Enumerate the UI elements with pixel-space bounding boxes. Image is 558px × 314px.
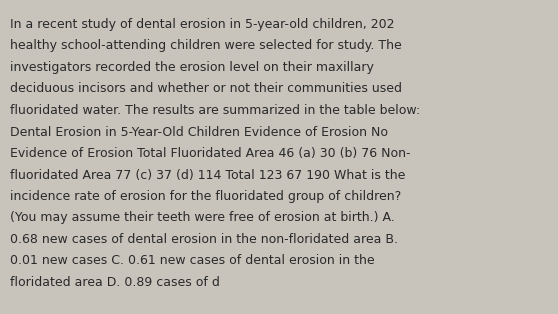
Text: In a recent study of dental erosion in 5-year-old children, 202: In a recent study of dental erosion in 5… [10, 18, 395, 31]
Text: investigators recorded the erosion level on their maxillary: investigators recorded the erosion level… [10, 61, 374, 74]
Text: 0.01 new cases C. 0.61 new cases of dental erosion in the: 0.01 new cases C. 0.61 new cases of dent… [10, 255, 374, 268]
Text: fluoridated Area 77 (c) 37 (d) 114 Total 123 67 190 What is the: fluoridated Area 77 (c) 37 (d) 114 Total… [10, 169, 405, 181]
Text: healthy school-attending children were selected for study. The: healthy school-attending children were s… [10, 40, 402, 52]
Text: floridated area D. 0.89 cases of d: floridated area D. 0.89 cases of d [10, 276, 220, 289]
Text: (You may assume their teeth were free of erosion at birth.) A.: (You may assume their teeth were free of… [10, 212, 395, 225]
Text: incidence rate of erosion for the fluoridated group of children?: incidence rate of erosion for the fluori… [10, 190, 401, 203]
Text: Evidence of Erosion Total Fluoridated Area 46 (a) 30 (b) 76 Non-: Evidence of Erosion Total Fluoridated Ar… [10, 147, 411, 160]
Text: 0.68 new cases of dental erosion in the non-floridated area B.: 0.68 new cases of dental erosion in the … [10, 233, 398, 246]
Text: fluoridated water. The results are summarized in the table below:: fluoridated water. The results are summa… [10, 104, 420, 117]
Text: Dental Erosion in 5-Year-Old Children Evidence of Erosion No: Dental Erosion in 5-Year-Old Children Ev… [10, 126, 388, 138]
Text: deciduous incisors and whether or not their communities used: deciduous incisors and whether or not th… [10, 83, 402, 95]
